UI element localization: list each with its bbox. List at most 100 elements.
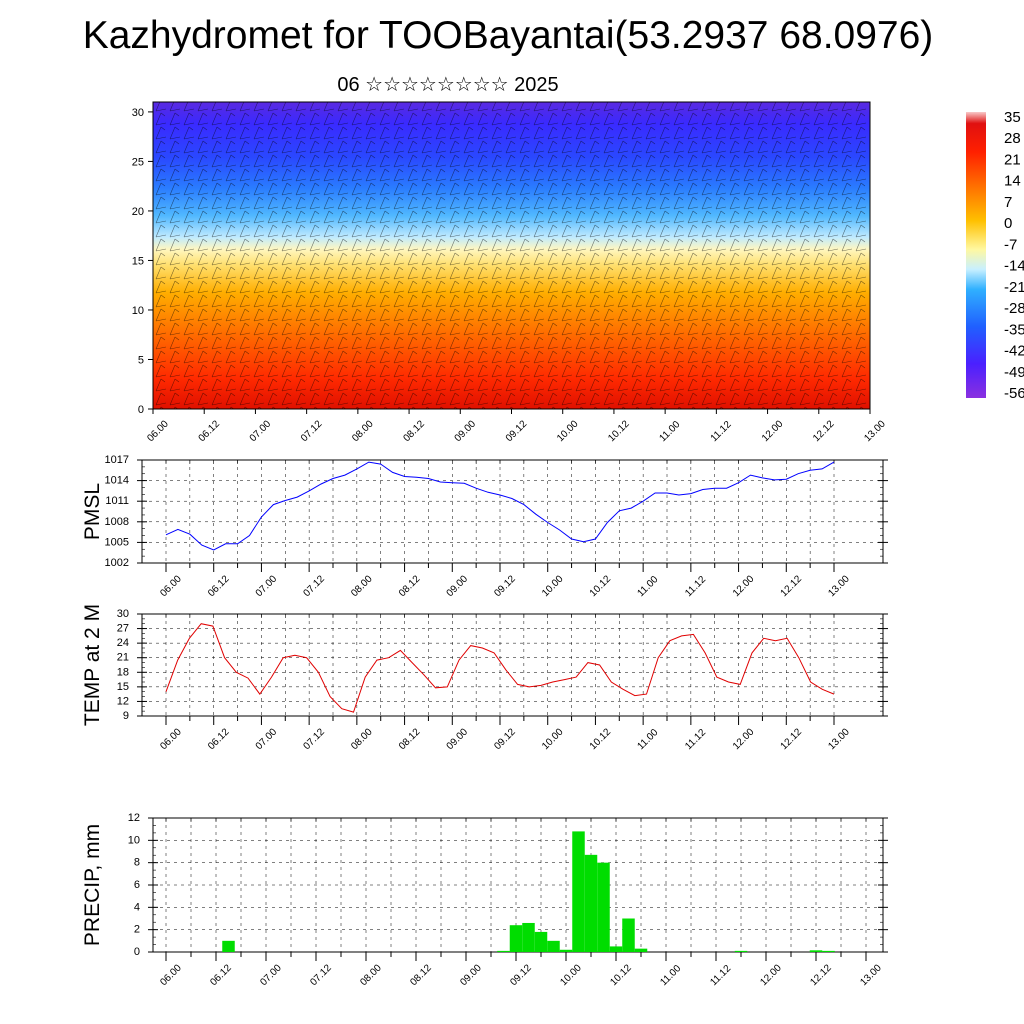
x-tick-label: 06.00 — [158, 962, 184, 988]
x-tick-label: 06.00 — [158, 726, 184, 752]
colorbar-label: -28 — [1004, 300, 1024, 317]
heatmap-x-tick-label: 09.00 — [453, 418, 479, 444]
x-tick-label: 11.00 — [635, 727, 660, 752]
precip-bar — [597, 862, 610, 952]
x-tick-label: 06.00 — [158, 573, 184, 599]
heatmap-y-tick-label: 10 — [132, 305, 144, 317]
precip-bar — [622, 918, 635, 952]
x-tick-label: 13.00 — [826, 573, 852, 599]
precip-bar — [547, 940, 560, 952]
x-tick-label: 10.00 — [558, 962, 584, 988]
y-tick-label: 12 — [128, 812, 140, 824]
colorbar-label: 14 — [1004, 173, 1021, 190]
colorbar-label: 35 — [1004, 109, 1021, 126]
x-tick-label: 08.00 — [358, 962, 384, 988]
x-tick-label: 11.12 — [708, 963, 733, 988]
y-tick-label: 2 — [134, 924, 140, 936]
x-tick-label: 08.12 — [397, 726, 423, 752]
colorbar-label: -42 — [1004, 343, 1024, 360]
x-tick-label: 07.12 — [301, 726, 327, 752]
panel-frame — [141, 613, 884, 717]
x-tick-label: 07.00 — [254, 573, 280, 599]
y-axis-label: TEMP at 2 M — [81, 604, 104, 726]
y-tick-label: 18 — [117, 666, 129, 678]
colorbar-label: -35 — [1004, 321, 1024, 338]
x-tick-label: 09.12 — [492, 726, 518, 752]
x-tick-label: 07.00 — [258, 962, 284, 988]
precip-bar — [222, 940, 235, 952]
x-tick-label: 11.12 — [683, 574, 708, 599]
wind-barbs — [153, 102, 870, 409]
x-tick-label: 09.00 — [445, 726, 471, 752]
heatmap-x-tick-label: 07.00 — [248, 418, 274, 444]
heatmap-x-tick-label: 11.12 — [709, 419, 734, 444]
x-tick-label: 08.12 — [408, 962, 434, 988]
precip-bar — [809, 950, 823, 952]
colorbar-label: 21 — [1004, 151, 1021, 168]
heatmap-x-tick-label: 08.12 — [401, 418, 427, 444]
colorbar-label: -56 — [1004, 385, 1024, 402]
x-tick-label: 12.12 — [779, 726, 805, 752]
x-tick-label: 11.00 — [658, 963, 683, 988]
x-tick-label: 13.00 — [826, 726, 852, 752]
precip-bar — [522, 922, 535, 952]
precip-bar — [572, 831, 585, 952]
x-tick-label: 09.00 — [445, 573, 471, 599]
heatmap-x-tick-label: 07.12 — [299, 418, 325, 444]
y-tick-label: 1014 — [105, 475, 129, 487]
y-tick-label: 6 — [134, 879, 140, 891]
x-tick-label: 06.12 — [208, 962, 234, 988]
precip-bar — [822, 950, 835, 952]
x-tick-label: 10.12 — [588, 573, 614, 599]
y-axis-label: PRECIP, mm — [81, 824, 104, 946]
x-tick-label: 09.12 — [508, 962, 534, 988]
x-tick-label: 07.00 — [254, 726, 280, 752]
x-tick-label: 07.12 — [301, 573, 327, 599]
y-tick-label: 21 — [117, 652, 129, 664]
chart-subtitle: 06 ☆☆☆☆☆☆☆☆ 2025 — [337, 74, 559, 96]
x-tick-label: 08.00 — [349, 726, 375, 752]
x-tick-label: 09.12 — [492, 573, 518, 599]
heatmap-x-tick-label: 11.00 — [657, 419, 682, 444]
colorbar-label: 7 — [1004, 194, 1012, 211]
series-line — [165, 461, 835, 551]
heatmap-x-tick-label: 06.12 — [197, 418, 223, 444]
heatmap-x-tick-label: 13.00 — [862, 418, 888, 444]
x-tick-label: 10.00 — [540, 573, 566, 599]
heatmap-y-tick-label: 20 — [132, 206, 144, 218]
heatmap-x-tick-label: 09.12 — [504, 418, 530, 444]
x-tick-label: 08.00 — [349, 573, 375, 599]
x-tick-label: 10.00 — [540, 726, 566, 752]
x-tick-label: 12.00 — [731, 726, 757, 752]
heatmap-x-tick-label: 10.00 — [555, 418, 581, 444]
y-tick-label: 15 — [117, 681, 129, 693]
x-tick-label: 08.12 — [397, 573, 423, 599]
precip-bar — [559, 949, 573, 952]
heatmap-x-tick-label: 12.12 — [811, 418, 837, 444]
y-axis-label: PMSL — [81, 483, 104, 540]
x-tick-label: 13.00 — [858, 962, 884, 988]
heatmap-y-tick-label: 30 — [132, 107, 144, 119]
y-tick-label: 0 — [134, 946, 140, 958]
heatmap-y-tick-label: 5 — [138, 354, 144, 366]
x-tick-label: 06.12 — [206, 726, 232, 752]
precip-bar — [734, 950, 748, 952]
x-tick-label: 10.12 — [588, 726, 614, 752]
precip-bar — [497, 950, 510, 952]
heatmap-x-tick-label: 08.00 — [350, 418, 376, 444]
y-tick-label: 1011 — [105, 495, 129, 507]
chart-title: Kazhydromet for TOOBayantai(53.2937 68.0… — [82, 14, 934, 57]
precip-bar — [584, 854, 598, 952]
x-tick-label: 07.12 — [308, 962, 334, 988]
y-tick-label: 27 — [117, 623, 129, 635]
series-line — [165, 623, 835, 713]
heatmap-x-tick-label: 12.00 — [760, 418, 786, 444]
colorbar-label: -14 — [1004, 258, 1024, 275]
colorbar — [966, 112, 986, 398]
x-tick-label: 12.00 — [758, 962, 784, 988]
panel-frame — [141, 459, 884, 564]
heatmap-x-tick-label: 06.00 — [145, 418, 171, 444]
x-tick-label: 09.00 — [458, 962, 484, 988]
y-tick-label: 1008 — [105, 516, 129, 528]
